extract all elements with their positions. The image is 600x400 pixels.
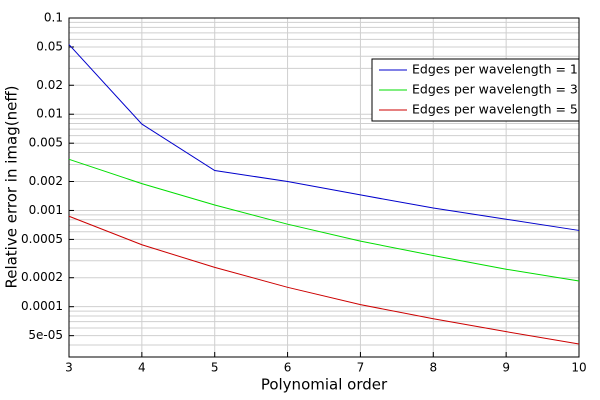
y-tick-label: 0.01: [36, 107, 63, 121]
x-tick-label: 7: [357, 361, 365, 375]
x-tick-label: 10: [571, 361, 586, 375]
x-tick-label: 8: [429, 361, 437, 375]
x-tick-label: 9: [502, 361, 510, 375]
y-tick-label: 0.1: [44, 11, 63, 25]
plot-frame: [68, 17, 580, 358]
legend-label: Edges per wavelength = 1: [412, 62, 578, 77]
x-axis-label: Polynomial order: [261, 376, 388, 394]
series-line: [68, 158, 580, 282]
series-line: [68, 215, 580, 345]
x-tick-label: 6: [284, 361, 292, 375]
y-tick-label: 0.02: [36, 78, 63, 92]
y-tick-label: 0.05: [36, 39, 63, 53]
x-tick-label: 3: [65, 361, 73, 375]
y-tick-label: 0.005: [29, 136, 63, 150]
y-tick-label: 0.0002: [21, 270, 63, 284]
legend-label: Edges per wavelength = 3: [412, 82, 578, 97]
y-tick-label: 0.002: [29, 174, 63, 188]
y-tick-label: 0.0005: [21, 232, 63, 246]
x-tick-label: 5: [211, 361, 219, 375]
series-line: [68, 44, 580, 231]
legend-label: Edges per wavelength = 5: [412, 102, 578, 117]
y-tick-label: 5e-05: [28, 328, 63, 342]
x-tick-label: 4: [138, 361, 146, 375]
y-tick-label: 0.001: [29, 203, 63, 217]
y-axis-label: Relative error in imag(neff): [3, 85, 21, 288]
y-tick-label: 0.0001: [21, 299, 63, 313]
